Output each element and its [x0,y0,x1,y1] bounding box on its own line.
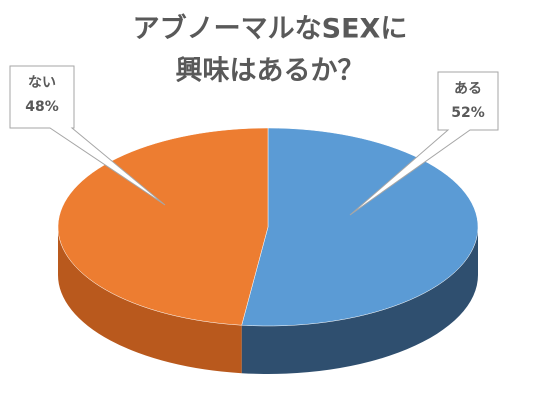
category-label: ある [454,81,482,97]
value-label: 52% [451,105,485,121]
slice [57,127,269,326]
callout [9,65,166,206]
chart-title: アブノーマルなSEXに [133,13,408,45]
slice-side [241,227,478,374]
category-label: ない [28,75,56,91]
slice-side [58,227,242,374]
chart-title: 興味はあるか？ [176,56,365,87]
slice [241,127,479,327]
callout [349,71,499,216]
value-label: 48% [25,99,59,115]
